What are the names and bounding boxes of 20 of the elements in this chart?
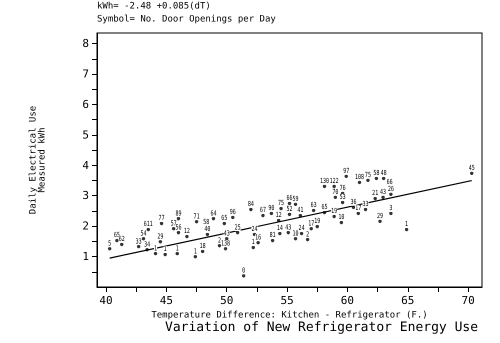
- y-tick-label: 8: [82, 37, 89, 50]
- y-tick-label: 1: [82, 250, 89, 264]
- y-tick-label: 6: [82, 98, 89, 111]
- text: kWh= -2.48 +0.085(dT): [97, 2, 211, 12]
- y-tick-label: 2: [82, 220, 89, 233]
- x-tick-label: 70: [461, 294, 475, 307]
- text: Variation of New Refrigerator Energy Use: [165, 320, 478, 335]
- x-tick-label: 65: [401, 294, 414, 307]
- x-tick-label: 50: [220, 294, 234, 307]
- text: Symbol= No. Door Openings per Day: [97, 14, 276, 24]
- y-tick-label: 3: [82, 189, 89, 202]
- y-tick-label: 4: [82, 158, 90, 172]
- x-tick-label: 45: [160, 294, 174, 307]
- y-tick-label: 5: [82, 128, 89, 142]
- x-tick-label: 60: [340, 294, 354, 307]
- y-tick-label: 7: [82, 68, 89, 81]
- y-axis-title: Daily Electrical Use Measured kWh: [28, 106, 48, 214]
- x-axis-title: Temperature Difference: Kitchen - Refrigerator (F.): [151, 310, 428, 320]
- x-tick-label: 55: [280, 294, 294, 307]
- x-tick-label: 40: [99, 294, 113, 307]
